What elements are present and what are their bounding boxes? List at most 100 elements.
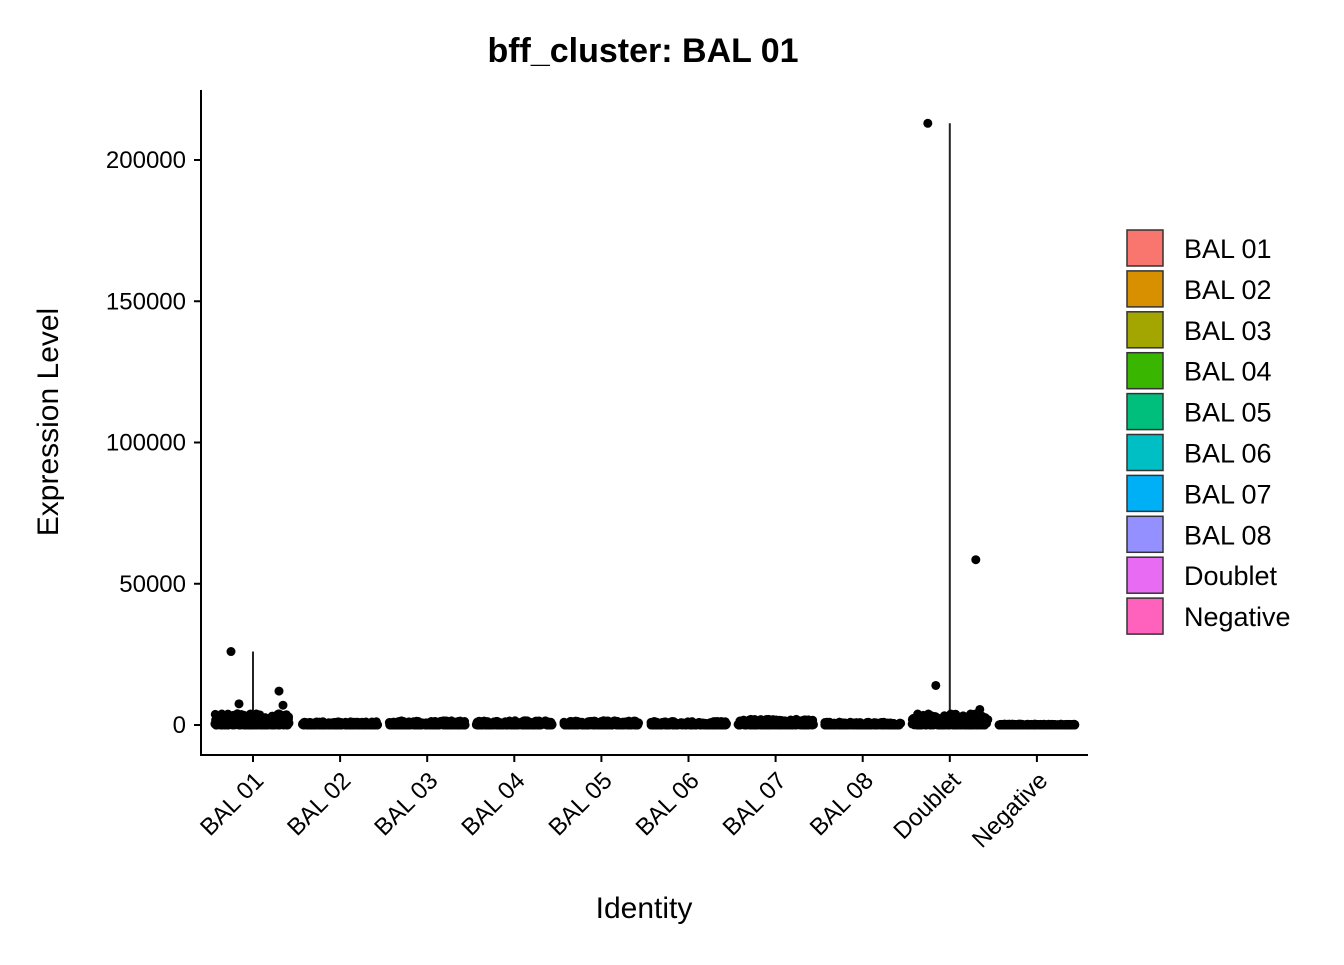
violin-group <box>820 717 906 730</box>
legend-swatch <box>1126 433 1164 472</box>
data-point <box>968 720 978 730</box>
data-point <box>1040 720 1050 730</box>
violin-group <box>559 716 644 730</box>
data-point <box>284 712 294 722</box>
data-point <box>719 719 729 729</box>
data-point <box>602 716 612 726</box>
data-point <box>873 720 883 730</box>
data-point <box>839 718 849 728</box>
data-point <box>935 720 945 730</box>
x-axis-title: Identity <box>596 892 693 925</box>
x-tick-label: Doublet <box>888 767 966 845</box>
legend-label: Doublet <box>1184 561 1278 591</box>
data-point <box>282 720 292 730</box>
data-point <box>652 718 662 728</box>
data-point <box>253 720 263 730</box>
data-point <box>1002 720 1012 730</box>
outlier-point <box>274 686 284 696</box>
violin-group <box>907 118 993 730</box>
x-tick-label: BAL 06 <box>631 767 705 841</box>
data-point <box>488 719 498 729</box>
data-point <box>442 716 452 726</box>
data-point <box>761 720 771 730</box>
data-point <box>979 716 989 726</box>
data-point <box>536 719 546 729</box>
data-point <box>664 720 674 730</box>
data-point <box>705 718 715 728</box>
legend-swatch <box>1126 474 1164 513</box>
data-point <box>623 720 633 730</box>
data-point <box>261 720 271 730</box>
outlier-point <box>975 704 985 714</box>
outlier-point <box>226 647 236 657</box>
legend-label: BAL 02 <box>1184 275 1272 305</box>
data-point <box>413 717 423 727</box>
y-tick-label: 100000 <box>106 430 186 457</box>
data-point <box>481 717 491 727</box>
x-tick-label: Negative <box>967 767 1053 853</box>
data-point <box>513 719 523 729</box>
x-tick-label: BAL 08 <box>805 767 879 841</box>
data-point <box>351 717 361 727</box>
legend-label: BAL 05 <box>1184 398 1272 428</box>
data-point <box>1012 720 1022 730</box>
chart-title: bff_cluster: BAL 01 <box>487 32 798 70</box>
data-point <box>955 720 965 730</box>
legend-label: BAL 07 <box>1184 479 1272 509</box>
legend-swatch <box>1126 270 1164 308</box>
y-tick-label: 50000 <box>119 571 186 598</box>
legend-label: BAL 08 <box>1184 520 1272 550</box>
data-point <box>1056 719 1066 729</box>
violin-group <box>733 714 818 730</box>
violin-group <box>297 717 382 730</box>
legend-swatch <box>1126 351 1164 390</box>
data-point <box>430 716 440 726</box>
data-point <box>1069 720 1079 730</box>
data-point <box>371 719 381 729</box>
y-axis-ticks: 0 50000 100000 150000 200000 <box>106 147 201 739</box>
x-tick-label: BAL 04 <box>456 767 530 841</box>
data-point <box>321 720 331 730</box>
x-tick-label: BAL 01 <box>195 767 269 841</box>
legend-label: Negative <box>1184 602 1291 632</box>
legend-swatch <box>1126 229 1164 267</box>
outlier-point <box>923 118 933 128</box>
legend-label: BAL 06 <box>1184 439 1272 469</box>
y-tick-label: 200000 <box>106 147 186 174</box>
outlier-point <box>278 700 288 710</box>
data-point <box>523 719 533 729</box>
outlier-point <box>234 699 244 709</box>
data-point <box>210 709 220 719</box>
data-point <box>889 718 899 728</box>
data-point <box>506 719 516 729</box>
data-point <box>334 719 344 729</box>
data-point <box>341 720 351 730</box>
data-point <box>455 719 465 729</box>
data-point <box>407 720 417 730</box>
outlier-point <box>971 555 981 565</box>
x-tick-label: BAL 02 <box>282 767 356 841</box>
y-tick-label: 150000 <box>106 288 186 315</box>
violin-group <box>646 716 731 730</box>
data-point <box>792 715 802 725</box>
data-point <box>570 720 580 730</box>
data-point <box>561 719 571 729</box>
x-tick-label: BAL 03 <box>369 767 443 841</box>
legend-swatch <box>1126 311 1164 349</box>
x-axis-ticks: BAL 01 BAL 02 BAL 03 BAL 04 BAL 05 BAL 06 BAL … <box>195 755 1053 853</box>
data-point <box>364 720 374 730</box>
data-point <box>853 720 863 730</box>
data-point <box>307 720 317 730</box>
data-point <box>212 718 222 728</box>
data-point <box>799 715 809 725</box>
data-point <box>781 720 791 730</box>
data-point <box>236 716 246 726</box>
data-point <box>823 719 833 729</box>
data-point <box>926 719 936 729</box>
data-point <box>676 718 686 728</box>
data-point <box>747 720 757 730</box>
x-tick-label: BAL 07 <box>718 767 792 841</box>
x-tick-label: BAL 05 <box>544 767 618 841</box>
legend-swatch <box>1126 556 1164 594</box>
